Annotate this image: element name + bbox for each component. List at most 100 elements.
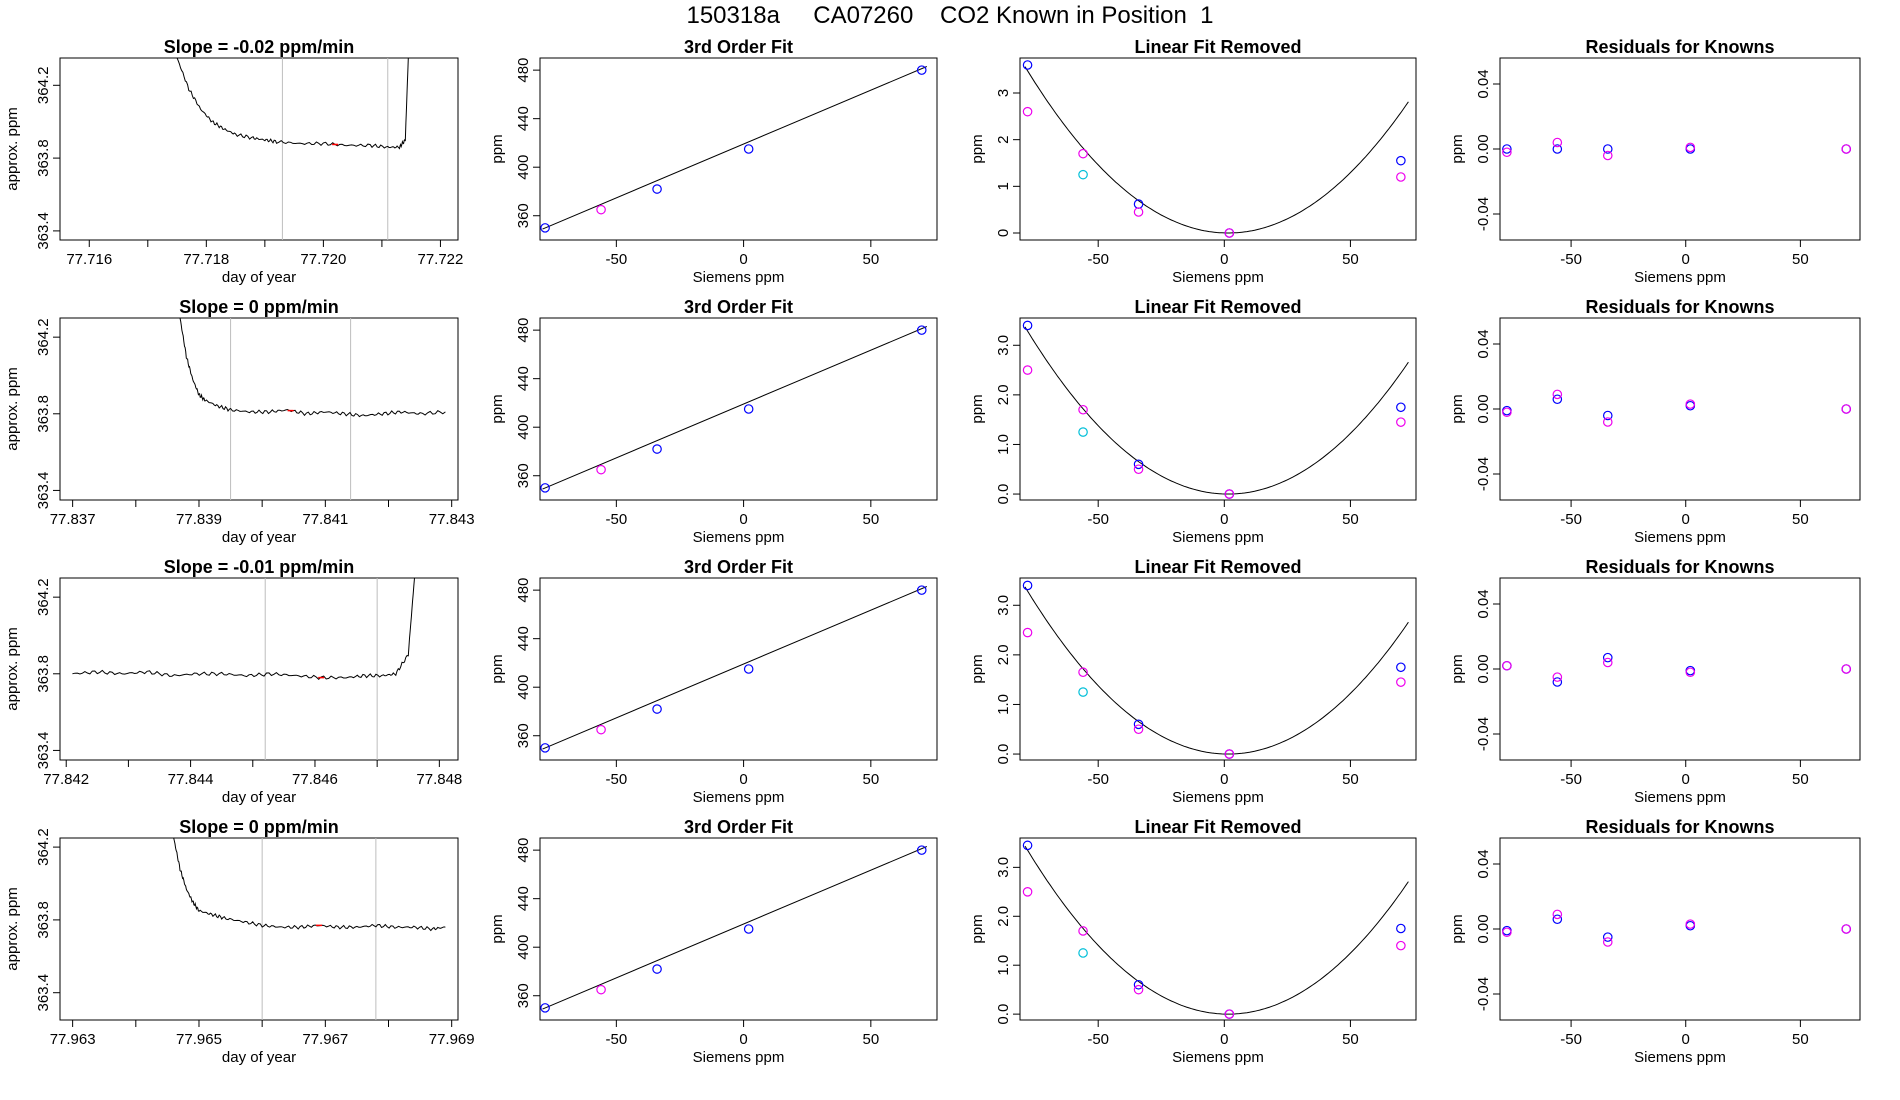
data-point (1396, 923, 1406, 934)
x-tick-label: 0 (1220, 1031, 1228, 1048)
data-point (1078, 427, 1088, 437)
y-tick-label: 364.2 (35, 67, 52, 105)
data-point (1502, 407, 1512, 418)
fit-line (542, 586, 928, 750)
data-point (916, 325, 927, 335)
data-point (1552, 677, 1563, 687)
data-point (1133, 724, 1144, 735)
data-point (1078, 948, 1088, 958)
panel-2-8: Slope = -0.01 ppm/min 77.842 77.844 77.846 7… (4, 557, 462, 806)
data-point (1022, 106, 1033, 117)
y-tick-label: 363.8 (35, 901, 52, 939)
x-tick-label: -50 (1087, 251, 1109, 268)
y-tick-label: 364.2 (35, 578, 52, 616)
x-tick-label: -50 (1560, 511, 1582, 528)
plot-data (72, 578, 415, 760)
y-tick-label: 0.00 (1475, 134, 1492, 163)
y-tick-label: 363.8 (35, 139, 52, 177)
data-point (1602, 932, 1613, 942)
x-tick-label: -50 (1087, 1031, 1109, 1048)
data-point (1396, 155, 1406, 166)
x-axis-label: Siemens ppm (1172, 789, 1264, 806)
x-tick-label: -50 (606, 511, 628, 528)
data-point (652, 964, 662, 974)
x-tick-label: 0 (1682, 511, 1690, 528)
data-point (1133, 984, 1144, 995)
data-point (1396, 417, 1406, 427)
data-point (1396, 662, 1406, 673)
y-tick-label: 440 (515, 886, 532, 911)
plot-frame (1499, 57, 1861, 241)
data-point (1078, 667, 1088, 678)
x-axis-label: Siemens ppm (1172, 529, 1264, 546)
y-axis-label: ppm (1449, 914, 1466, 943)
x-tick-label: 50 (1792, 511, 1809, 528)
data-point (1552, 144, 1563, 154)
x-tick-label: 0 (1682, 1031, 1690, 1048)
panel-2-11: Residuals for Knowns -50 0 50 -0.04 0.00 0.04 S… (1449, 557, 1861, 806)
data-point (916, 585, 927, 595)
panel-title: Residuals for Knowns (1585, 37, 1774, 57)
fit-line (542, 326, 928, 490)
data-point (1602, 937, 1613, 947)
panel-title: Slope = 0 ppm/min (179, 817, 339, 837)
panel-3-12: Slope = 0 ppm/min 77.963 77.965 77.967 77.96… (4, 817, 475, 1066)
y-axis-label: ppm (1449, 134, 1466, 163)
y-axis-label: approx. ppm (4, 367, 21, 450)
y-tick-label: 3 (995, 89, 1012, 97)
plot-data (1022, 320, 1409, 499)
plot-data (1022, 60, 1409, 238)
y-axis-label: approx. ppm (4, 627, 21, 710)
x-tick-label: 0 (1220, 251, 1228, 268)
x-axis-label: day of year (222, 269, 296, 286)
y-axis-label: ppm (1449, 654, 1466, 683)
panel-title: Linear Fit Removed (1134, 817, 1301, 837)
y-tick-label: 0.0 (995, 484, 1012, 505)
plot-frame (59, 57, 459, 241)
x-axis-label: day of year (222, 529, 296, 546)
data-point (1022, 60, 1033, 70)
fit-curve (1024, 845, 1409, 1015)
data-point (1078, 404, 1088, 415)
data-point (1396, 940, 1406, 951)
data-point (540, 223, 550, 233)
plot-data (540, 845, 928, 1013)
data-point (743, 144, 754, 154)
plot-frame (539, 317, 938, 501)
x-tick-label: -50 (606, 251, 628, 268)
y-tick-label: 2.0 (995, 644, 1012, 665)
plot-data (540, 325, 928, 493)
x-axis-label: day of year (222, 1049, 296, 1066)
data-point (1502, 144, 1512, 154)
data-point (1224, 489, 1235, 499)
y-tick-label: 2.0 (995, 384, 1012, 405)
x-tick-label: -50 (606, 1031, 628, 1048)
y-tick-label: 2.0 (995, 906, 1012, 927)
y-tick-label: 363.8 (35, 655, 52, 693)
x-tick-label: 77.720 (300, 251, 346, 268)
plot-frame (539, 577, 938, 761)
panel-title: Linear Fit Removed (1134, 297, 1301, 317)
data-point (1133, 459, 1144, 470)
plot-data (1502, 909, 1852, 947)
x-axis-label: Siemens ppm (693, 1049, 785, 1066)
data-point (916, 65, 927, 75)
data-point (1602, 144, 1613, 154)
x-tick-label: -50 (1560, 1031, 1582, 1048)
y-tick-label: 400 (515, 675, 532, 700)
data-point (1224, 228, 1235, 238)
data-point (540, 483, 550, 493)
y-tick-label: -0.04 (1475, 457, 1492, 491)
x-tick-label: 50 (1342, 1031, 1359, 1048)
y-axis-label: ppm (489, 394, 506, 423)
y-tick-label: 364.2 (35, 318, 52, 356)
y-axis-label: ppm (489, 654, 506, 683)
x-tick-label: 77.843 (429, 511, 475, 528)
x-tick-label: 77.839 (176, 511, 222, 528)
y-tick-label: -0.04 (1475, 717, 1492, 751)
data-point (596, 724, 606, 735)
data-point (1133, 207, 1144, 217)
panel-1-6: Linear Fit Removed -50 0 50 0.0 1.0 2.0 3.0 Siem… (969, 297, 1417, 546)
x-axis-label: day of year (222, 789, 296, 806)
